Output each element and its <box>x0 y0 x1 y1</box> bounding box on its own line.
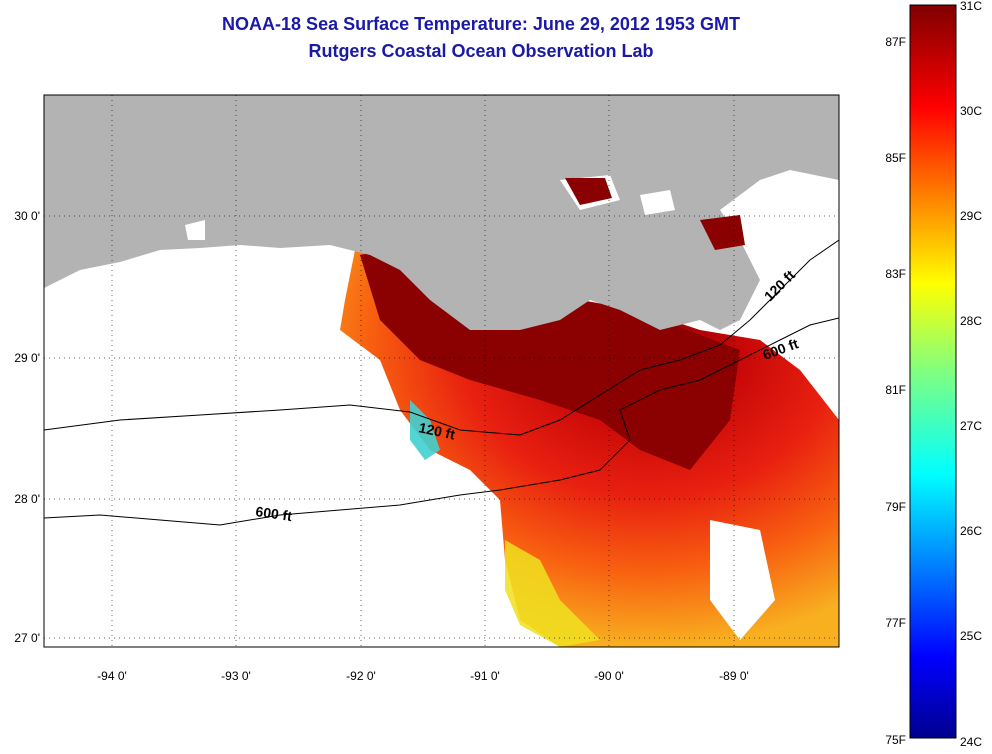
lon-tick-label: -90 0' <box>594 669 624 683</box>
sst-cool-band <box>505 540 600 647</box>
colorbar-f-label: 83F <box>885 267 906 281</box>
colorbar-c-label: 31C <box>960 0 982 13</box>
gridlines <box>44 95 839 647</box>
lat-tick-label: 27 0' <box>14 631 40 645</box>
lat-tick-label: 30 0' <box>14 209 40 223</box>
plot-frame <box>43 94 840 648</box>
colorbar-c-labels: 31C 30C 29C 28C 27C 26C 25C 24C <box>960 0 982 749</box>
cloud-gap <box>710 520 775 640</box>
lat-tick-label: 29 0' <box>14 351 40 365</box>
map-title: NOAA-18 Sea Surface Temperature: June 29… <box>222 14 740 34</box>
colorbar-c-label: 25C <box>960 629 982 643</box>
colorbar-f-label: 79F <box>885 500 906 514</box>
colorbar-c-label: 27C <box>960 419 982 433</box>
map-subtitle: Rutgers Coastal Ocean Observation Lab <box>308 41 654 61</box>
colorbar-f-labels: 87F 85F 83F 81F 79F 77F 75F <box>885 35 906 747</box>
colorbar-c-label: 24C <box>960 735 982 749</box>
lon-tick-label: -89 0' <box>719 669 749 683</box>
lon-tick-label: -91 0' <box>470 669 500 683</box>
lon-tick-label: -93 0' <box>221 669 251 683</box>
marsh-warm <box>565 178 745 250</box>
colorbar-f-label: 87F <box>885 35 906 49</box>
lat-tick-labels: 30 0' 29 0' 28 0' 27 0' <box>14 209 40 645</box>
colorbar-f-label: 77F <box>885 616 906 630</box>
isobath-label-600: 600 ft <box>255 503 294 524</box>
lon-tick-label: -94 0' <box>97 669 127 683</box>
isobath-120 <box>44 239 839 436</box>
colorbar-c-label: 28C <box>960 314 982 328</box>
colorbar-f-label: 75F <box>885 733 906 747</box>
colorbar-f-label: 85F <box>885 151 906 165</box>
colorbar <box>909 4 957 739</box>
colorbar-c-label: 26C <box>960 524 982 538</box>
lon-tick-label: -92 0' <box>346 669 376 683</box>
colorbar-c-label: 29C <box>960 209 982 223</box>
colorbar-c-label: 30C <box>960 104 982 118</box>
lon-tick-labels: -94 0' -93 0' -92 0' -91 0' -90 0' -89 0… <box>97 669 749 683</box>
land-mass <box>44 95 839 330</box>
colorbar-f-label: 81F <box>885 383 906 397</box>
isobath-600 <box>44 317 839 526</box>
lat-tick-label: 28 0' <box>14 492 40 506</box>
isobath-label-120: 120 ft <box>417 419 456 442</box>
